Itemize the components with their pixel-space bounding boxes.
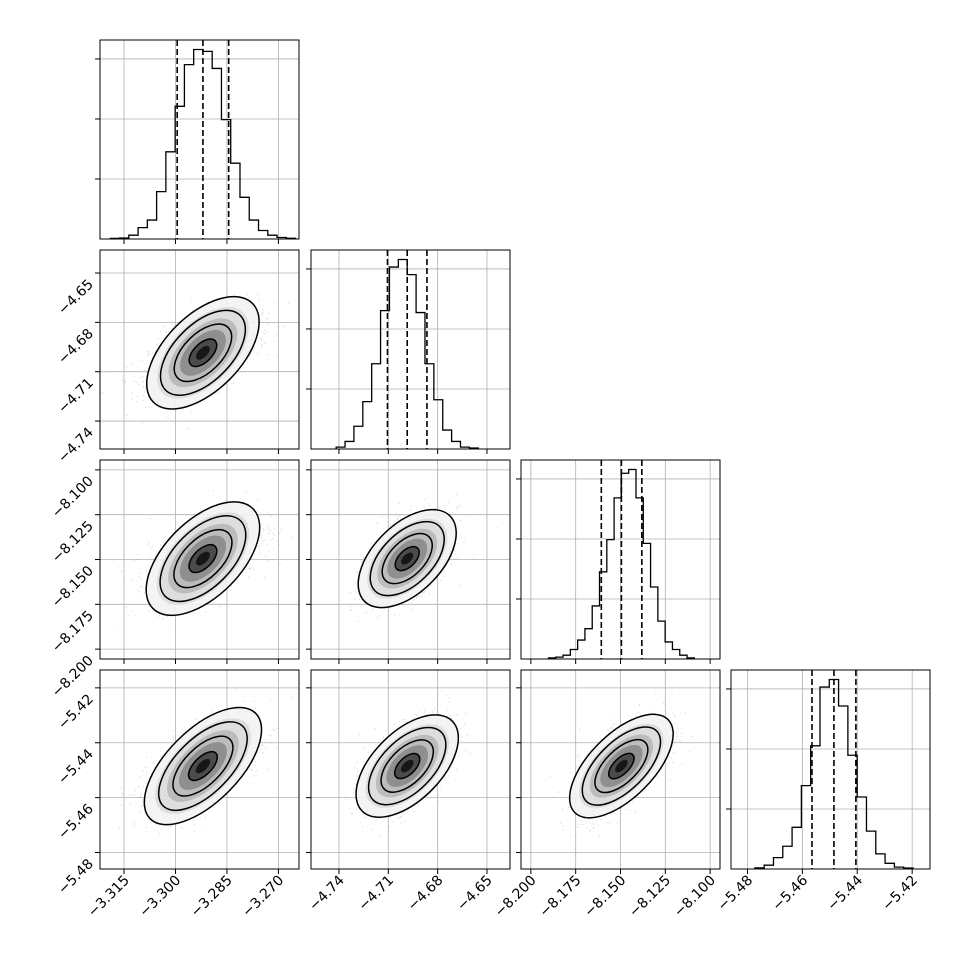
- x-tick-label: −8.150: [581, 873, 629, 921]
- contour-0: [357, 508, 457, 609]
- corner-panels: −5.48 −5.46 −5.44 −5.42−4.74−4.71−4.68−4.65…: [49, 39, 931, 921]
- contour-0: [568, 713, 674, 819]
- x-tick-label: −5.48: [715, 873, 757, 915]
- diag-panel-3: −5.48 −5.46 −5.44 −5.42: [715, 669, 931, 915]
- histogram-step: [335, 258, 479, 449]
- contour-2: [172, 735, 234, 797]
- density-fill-6: [195, 551, 210, 566]
- contour-1: [581, 726, 662, 806]
- pair-panel-3-0: −3.315 −3.300 −3.285 −3.270−5.48−5.46−5.44−…: [55, 669, 300, 921]
- x-tick-label: −8.100: [671, 873, 719, 921]
- y-tick-label: −8.175: [49, 608, 97, 656]
- contour-0: [145, 295, 260, 410]
- density-layer: [338, 694, 472, 838]
- panel-frame: [310, 249, 511, 450]
- pair-panel-2-1: [306, 459, 511, 664]
- contour-1: [159, 309, 247, 396]
- contour-2: [381, 532, 433, 585]
- y-tick-label: −4.65: [55, 277, 97, 319]
- y-tick-label: −8.100: [49, 473, 97, 521]
- contour-1: [367, 726, 447, 806]
- density-fill-6: [400, 759, 414, 773]
- pair-panel-3-1: −4.74 −4.71 −4.68 −4.65: [306, 669, 511, 915]
- contour-3: [607, 752, 635, 780]
- contour-3: [188, 543, 218, 574]
- diag-panel-0: [95, 39, 300, 244]
- x-tick-label: −8.125: [626, 873, 674, 921]
- contour-2: [173, 323, 233, 383]
- x-tick-label: −5.44: [824, 872, 866, 914]
- contour-0: [143, 706, 263, 826]
- y-tick-label: −5.44: [55, 746, 97, 788]
- x-tick-label: −3.270: [239, 873, 287, 921]
- contour-3: [394, 545, 420, 572]
- pair-panel-2-0: −8.200−8.175−8.150−8.125−8.100: [49, 459, 300, 701]
- histogram-step: [547, 468, 695, 659]
- density-layer: [118, 688, 294, 834]
- x-tick-label: −3.285: [188, 873, 236, 921]
- y-tick-label: −5.48: [55, 856, 97, 898]
- panel-frame: [99, 39, 300, 240]
- pair-panel-3-2: −8.200−8.175−8.150−8.125−8.100: [492, 669, 721, 921]
- y-tick-label: −4.68: [55, 326, 97, 368]
- panel-frame: [99, 249, 300, 450]
- y-tick-label: −8.200: [49, 653, 97, 701]
- contour-2: [594, 738, 649, 794]
- x-tick-label: −4.65: [454, 873, 496, 915]
- contour-1: [369, 520, 445, 597]
- x-tick-label: −3.315: [85, 873, 133, 921]
- x-tick-label: −4.74: [306, 872, 348, 914]
- contour-3: [187, 750, 219, 782]
- x-tick-label: −8.200: [492, 873, 540, 921]
- contour-1: [157, 721, 248, 812]
- density-layer: [349, 493, 498, 633]
- x-tick-label: −5.42: [879, 873, 921, 915]
- y-tick-label: −8.125: [49, 518, 97, 566]
- y-tick-label: −8.150: [49, 563, 97, 611]
- contour-2: [380, 739, 435, 793]
- x-tick-label: −8.175: [537, 873, 585, 921]
- pair-panel-1-0: −4.74 −4.71 −4.68 −4.65: [55, 249, 300, 466]
- density-fill-6: [615, 759, 628, 773]
- x-tick-label: −4.71: [355, 873, 397, 915]
- density-layer: [549, 693, 693, 837]
- density-fill-6: [195, 758, 211, 774]
- contour-0: [355, 714, 460, 818]
- diag-panel-1: [306, 249, 511, 454]
- contour-3: [393, 752, 421, 780]
- density-layer: [101, 292, 290, 430]
- y-tick-label: −4.71: [55, 375, 97, 417]
- density-layer: [111, 490, 294, 625]
- x-tick-label: −5.46: [770, 872, 812, 914]
- diag-panel-2: [516, 459, 721, 664]
- contour-2: [173, 528, 233, 589]
- x-tick-label: −4.68: [405, 873, 447, 915]
- contour-1: [159, 515, 247, 603]
- panel-frame: [730, 669, 931, 870]
- y-tick-label: −5.46: [55, 801, 97, 843]
- contour-3: [188, 338, 218, 368]
- x-tick-label: −3.300: [136, 873, 184, 921]
- contour-0: [145, 501, 261, 617]
- y-tick-label: −4.74: [55, 424, 97, 466]
- panel-frame: [310, 669, 511, 870]
- density-fill-6: [401, 552, 414, 565]
- density-fill-6: [196, 345, 210, 360]
- panel-frame: [99, 669, 300, 870]
